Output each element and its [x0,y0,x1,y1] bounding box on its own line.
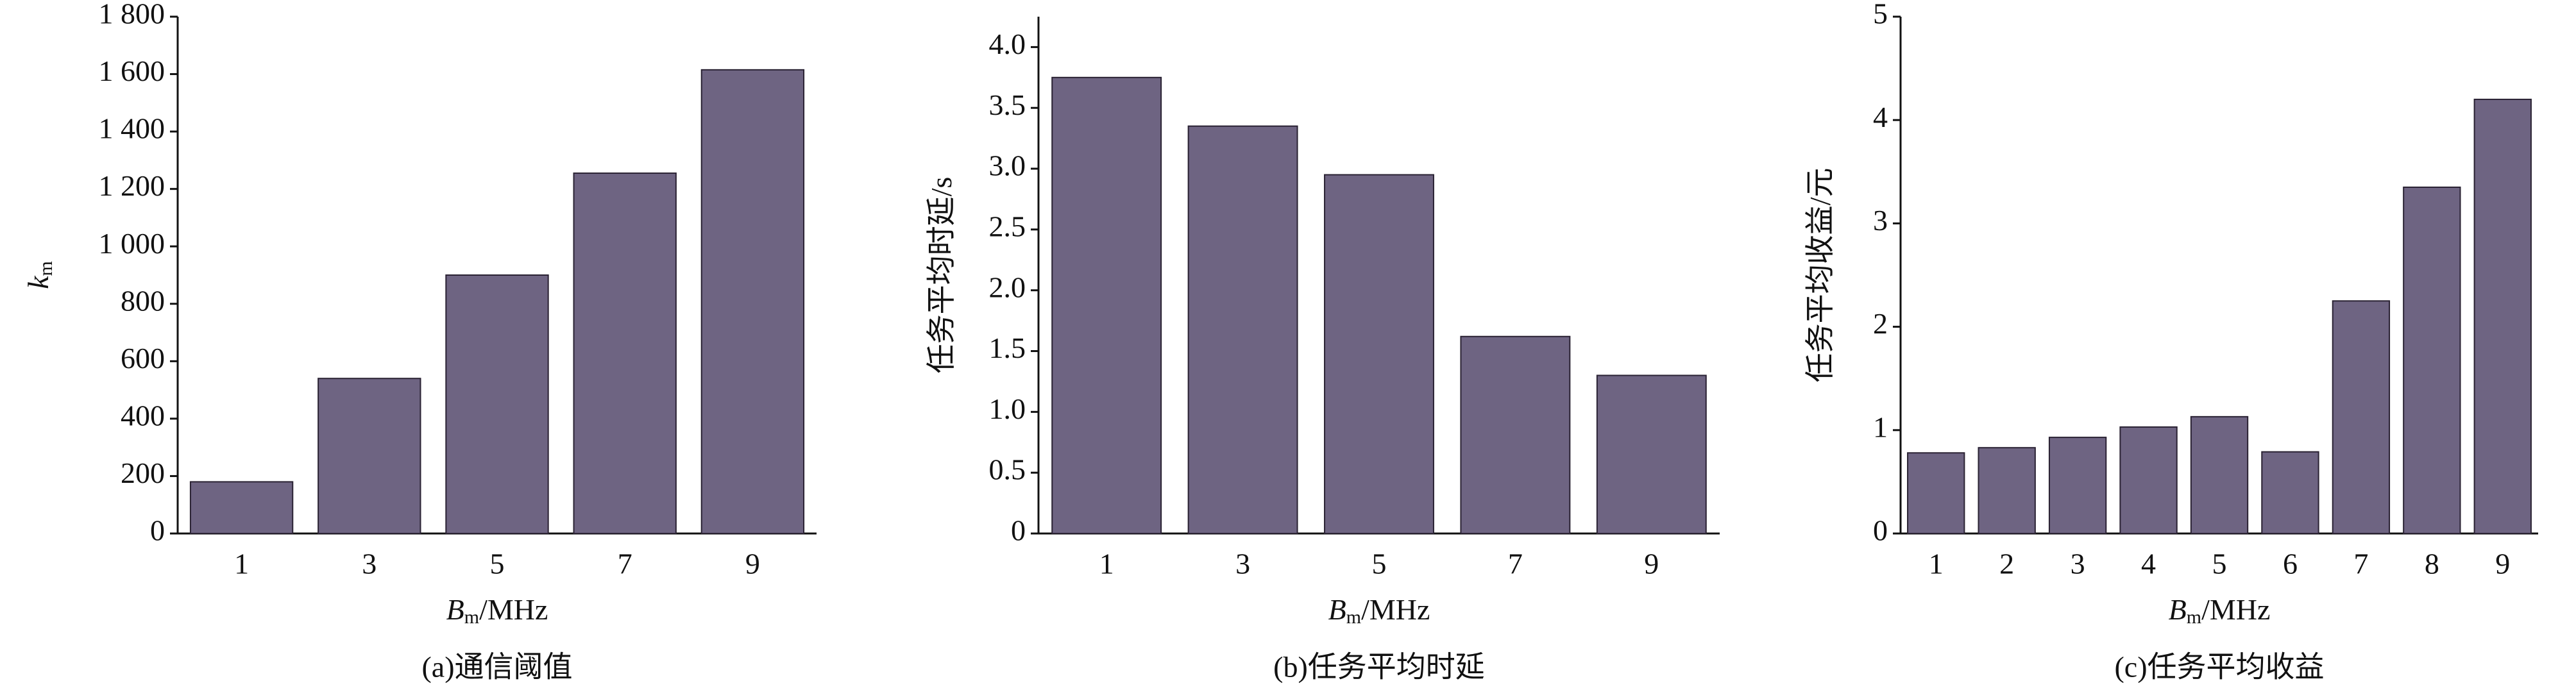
x-axis-label: Bm/MHz [446,593,548,628]
bar [1460,335,1571,535]
x-tick-label: 3 [1235,548,1250,580]
caption: (c)任务平均收益 [2114,651,2324,684]
x-label-main: B [2169,593,2187,626]
x-tick-label: 1 [1099,548,1114,580]
y-tick-label: 1 000 [99,227,165,260]
x-label-main: B [446,593,464,626]
y-tick-label: 1.0 [989,392,1026,425]
y-tick-label: 1 200 [99,169,165,202]
x-label-sub: m [464,607,479,628]
y-tick-label: 1 400 [99,112,165,145]
y-tick-label: 1 800 [99,0,165,30]
y-tick-label: 1 600 [99,55,165,87]
bar [189,481,294,535]
y-label-main: 任务平均收益/元 [1804,168,1836,383]
bar [1596,374,1707,534]
caption: (b)任务平均时延 [1273,651,1485,684]
bar [700,69,805,535]
y-tick-label: 600 [121,342,165,374]
x-tick-label: 7 [618,548,632,580]
y-tick-label: 3.0 [989,149,1026,182]
x-label-unit: /MHz [2201,593,2270,626]
caption: (a)通信阈值 [421,651,572,684]
y-axis-label: km [22,261,56,289]
bar [1978,447,2036,534]
bar [1907,452,1965,534]
y-label-main: k [22,275,55,289]
y-tick-label: 0 [1873,514,1888,547]
x-label-sub: m [2187,607,2201,628]
y-tick-label: 5 [1873,0,1888,30]
x-tick-label: 8 [2425,548,2439,580]
x-label-main: B [1328,593,1346,626]
x-tick-label: 3 [362,548,377,580]
bar [1051,76,1162,534]
bar [2190,416,2249,534]
panel: 0 0.5 1.0 1.5 2.0 2.5 3.0 3.5 4.0 1 3 5 7 9 Bm/MHz 任务平均… [925,17,1720,684]
bar [2048,437,2107,534]
bar [1187,125,1298,534]
bar [2261,451,2319,534]
x-tick-label: 3 [2071,548,2085,580]
panel: 0 1 2 3 4 5 1 2 3 4 5 6 7 8 9 Bm/MHz 任务平均收益/元 (c)任务平均收益 [1804,0,2538,684]
y-tick-label: 4 [1873,101,1888,133]
y-label-sub: m [35,261,56,276]
y-tick-label: 3.5 [989,88,1026,121]
y-tick-label: 0 [150,514,165,547]
bar [2473,98,2532,534]
y-tick-label: 400 [121,399,165,432]
x-axis-label: Bm/MHz [2169,593,2271,628]
bar [2332,300,2391,534]
y-tick-label: 2.5 [989,210,1026,242]
x-tick-label: 7 [2353,548,2368,580]
x-tick-label: 5 [490,548,505,580]
y-axis-label: 任务平均收益/元 [1804,168,1836,383]
y-tick-label: 3 [1873,204,1888,237]
y-tick-label: 0.5 [989,453,1026,486]
y-tick-label: 1.5 [989,332,1026,364]
y-tick-label: 4.0 [989,28,1026,60]
y-label-main: 任务平均时延/s [925,177,958,374]
bar [573,172,677,534]
x-tick-label: 7 [1508,548,1523,580]
x-tick-label: 9 [1644,548,1659,580]
y-tick-label: 2.0 [989,271,1026,303]
panel: 0 200 400 600 800 1 000 1 200 1 400 1 600 1 800 1 3… [22,0,817,684]
y-tick-label: 1 [1873,410,1888,443]
bar [1324,174,1434,534]
x-tick-label: 1 [234,548,249,580]
x-label-unit: /MHz [1361,593,1430,626]
bar [318,378,421,535]
x-tick-label: 2 [1999,548,2014,580]
x-tick-label: 5 [2212,548,2227,580]
y-tick-label: 800 [121,284,165,317]
bar [445,274,549,534]
x-tick-label: 6 [2283,548,2298,580]
y-tick-label: 200 [121,457,165,489]
y-tick-label: 0 [1011,514,1026,547]
bar [2403,186,2461,535]
x-label-sub: m [1346,607,1361,628]
x-tick-label: 9 [2495,548,2510,580]
x-axis-label: Bm/MHz [1328,593,1430,628]
y-axis-label: 任务平均时延/s [925,177,958,374]
x-tick-label: 5 [1372,548,1387,580]
y-tick-label: 2 [1873,307,1888,340]
x-label-unit: /MHz [479,593,548,626]
x-tick-label: 1 [1929,548,1944,580]
x-tick-label: 9 [745,548,760,580]
bar [2119,426,2178,534]
x-tick-label: 4 [2141,548,2156,580]
